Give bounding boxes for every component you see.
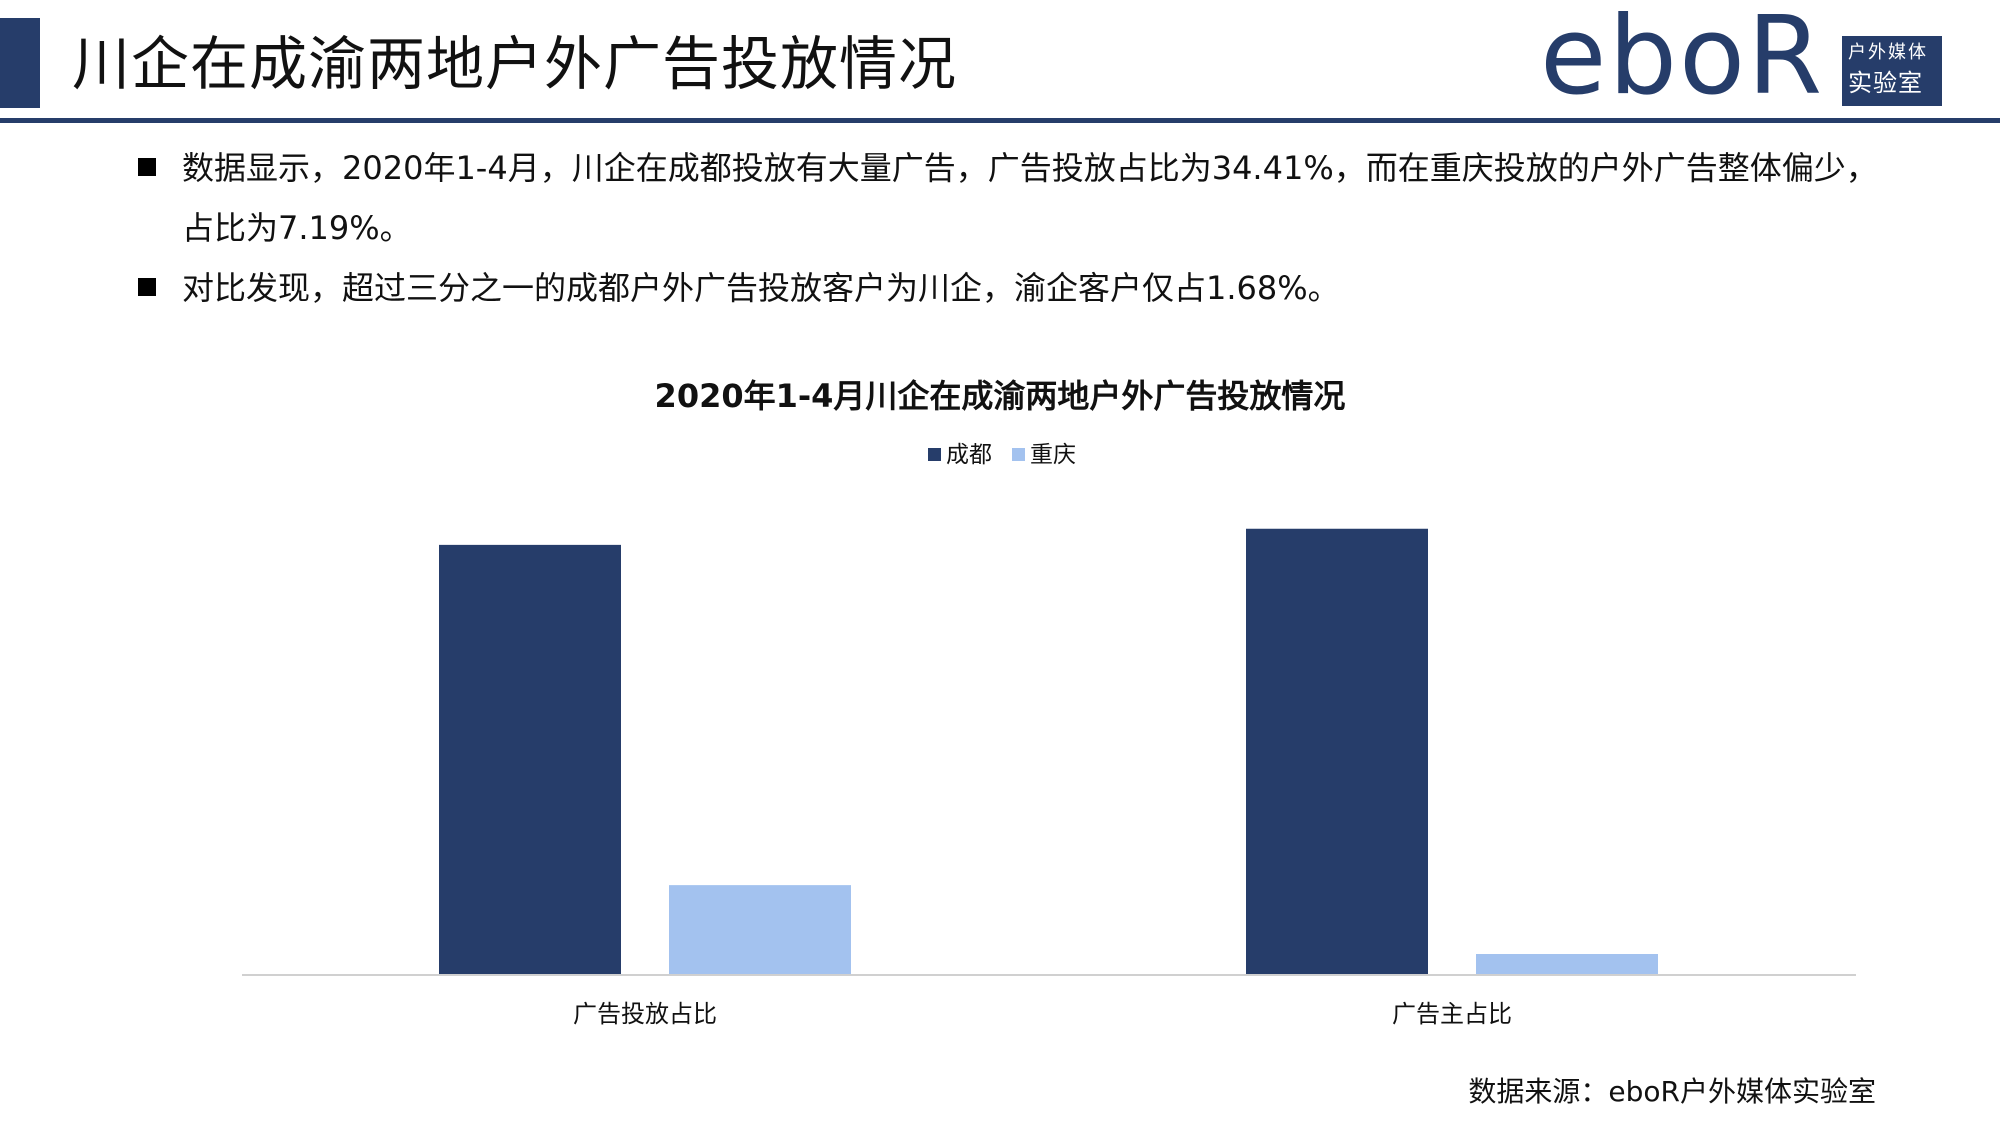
bar-chengdu-2 — [1246, 528, 1428, 975]
bar-chengdu-1 — [439, 544, 621, 975]
bullet-item: 对比发现，超过三分之一的成都户外广告投放客户为川企，渝企客户仅占1.68%。 — [138, 258, 1888, 318]
summary-bullets: 数据显示，2020年1-4月，川企在成都投放有大量广告，广告投放占比为34.41… — [138, 138, 1888, 318]
logo-badge: 户外媒体 实验室 — [1842, 36, 1942, 106]
chart-title: 2020年1-4月川企在成渝两地户外广告投放情况 — [655, 377, 1346, 415]
data-source-note: 数据来源：eboR户外媒体实验室 — [1468, 1075, 1876, 1108]
x-axis-ticks: 广告投放占比 广告主占比 — [573, 1000, 1512, 1028]
bullet-text: 数据显示，2020年1-4月，川企在成都投放有大量广告，广告投放占比为34.41… — [182, 149, 1878, 247]
header-divider — [0, 118, 2000, 123]
square-bullet-icon — [138, 158, 156, 176]
square-bullet-icon — [138, 278, 156, 296]
bullet-item: 数据显示，2020年1-4月，川企在成都投放有大量广告，广告投放占比为34.41… — [138, 138, 1888, 258]
brand-logo: eboR 户外媒体 实验室 — [1540, 2, 1944, 114]
chart-bars — [439, 528, 1658, 975]
legend-swatch — [1012, 448, 1025, 461]
chart-legend: 成都 重庆 — [928, 442, 1076, 468]
legend-swatch — [928, 448, 941, 461]
legend-label: 重庆 — [1030, 442, 1076, 468]
logo-badge-line1: 户外媒体 — [1848, 42, 1928, 63]
x-tick-label: 广告主占比 — [1392, 1000, 1512, 1028]
bar-chongqing-1 — [669, 885, 851, 975]
x-tick-label: 广告投放占比 — [573, 1000, 717, 1028]
bullet-text: 对比发现，超过三分之一的成都户外广告投放客户为川企，渝企客户仅占1.68%。 — [182, 269, 1340, 307]
page-title: 川企在成渝两地户外广告投放情况 — [72, 30, 958, 98]
header-accent-bar — [0, 18, 40, 108]
logo-badge-line2: 实验室 — [1848, 69, 1923, 97]
bar-chongqing-2 — [1476, 954, 1658, 975]
legend-label: 成都 — [946, 442, 992, 468]
logo-wordmark: eboR — [1540, 0, 1825, 119]
